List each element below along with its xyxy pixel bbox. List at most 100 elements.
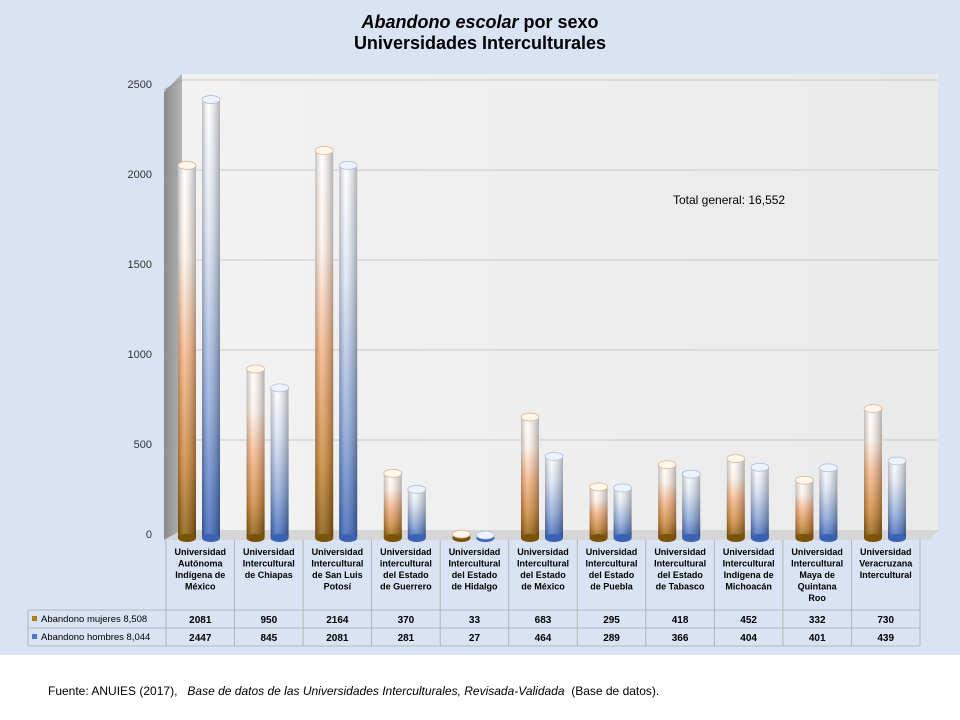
category-label: de México [521, 582, 565, 592]
table-cell: 2081 [326, 633, 349, 644]
category-label: Intercultural [791, 559, 843, 569]
category-label: Universidad [517, 547, 569, 557]
bar-mujeres [383, 468, 403, 542]
bar-base [864, 534, 882, 542]
title-rest: por sexo [518, 12, 599, 32]
bar-hombres [681, 469, 701, 542]
y-tick-label: 1000 [128, 349, 152, 361]
category-label: Intercultural [860, 570, 912, 580]
chart-title: Abandono escolar por sexo Universidades … [0, 12, 960, 54]
bar-top [863, 404, 883, 414]
bar-top [726, 454, 746, 464]
bar-hombres [475, 530, 495, 542]
bar-mujeres [177, 161, 197, 542]
category-label: Maya de [799, 570, 835, 580]
category-label: Universidad [312, 547, 364, 557]
side-wall [164, 74, 182, 540]
category-label: del Estado [589, 570, 635, 580]
table-cell: 439 [877, 633, 894, 644]
table-cell: 27 [469, 633, 481, 644]
bar-mujeres [520, 412, 540, 542]
bar-shade [726, 458, 745, 538]
bar-top [887, 456, 907, 466]
category-label: Indígena de [175, 570, 225, 580]
category-label: de Chiapas [245, 570, 293, 580]
bar-shade [383, 473, 402, 538]
category-label: Roo [808, 593, 826, 603]
table-cell: 2164 [326, 615, 349, 626]
bar-shade [864, 408, 882, 538]
category-label: Intercultural [654, 559, 706, 569]
table-cell: 845 [260, 633, 277, 644]
bar-top [451, 529, 471, 539]
bar-base [682, 534, 701, 542]
bar-hombres [750, 462, 770, 542]
table-cell: 370 [398, 615, 415, 626]
category-label: de Tabasco [656, 582, 705, 592]
table-cell: 401 [809, 633, 826, 644]
bar-mujeres [726, 454, 746, 542]
bar-base [545, 534, 563, 542]
category-label: del Estado [452, 570, 498, 580]
y-tick-label: 500 [134, 439, 152, 451]
category-label: Universidad [380, 547, 432, 557]
source-footer: Fuente: ANUIES (2017), Base de datos de … [48, 684, 659, 698]
bar-mujeres [795, 475, 814, 542]
bar-hombres [887, 456, 907, 542]
category-label: Intercultural [517, 559, 569, 569]
category-label: Universidad [791, 547, 843, 557]
bar-base [795, 534, 814, 542]
bar-shade [246, 369, 265, 538]
bar-hombres [270, 383, 290, 542]
back-wall [182, 74, 938, 530]
bar-base [270, 534, 289, 542]
category-label: Universidad [654, 547, 706, 557]
bar-base [658, 534, 677, 542]
bar-base [383, 534, 402, 542]
category-label: intercultural [380, 559, 432, 569]
bar-base [726, 534, 745, 542]
category-label: Intercultural [723, 559, 775, 569]
category-label: Michoacán [725, 582, 772, 592]
bar-hombres [338, 161, 358, 542]
table-cell: 452 [740, 615, 757, 626]
category-label: del Estado [383, 570, 429, 580]
y-tick-label: 0 [146, 529, 152, 541]
table-cell: 332 [809, 615, 826, 626]
bar-hombres [544, 452, 564, 542]
table-cell: 683 [535, 615, 552, 626]
category-label: Universidad [175, 547, 227, 557]
footer-prefix: Fuente: ANUIES (2017), [48, 684, 178, 698]
legend-swatch [32, 616, 37, 621]
bar-hombres [407, 485, 427, 542]
bar-shade [202, 99, 220, 538]
bar-top [246, 364, 266, 374]
bar-hombres [613, 483, 632, 542]
bar-base [589, 534, 608, 542]
category-label: Intercultural [586, 559, 638, 569]
bar-top [657, 460, 677, 470]
legend-label: Abandono hombres 8,044 [41, 632, 150, 643]
plot-area: 0 500 1000 1500 2000 2500 [128, 74, 938, 542]
bar-mujeres [657, 460, 677, 542]
category-label: Autónoma [178, 559, 223, 569]
bar-top [338, 161, 358, 170]
table-cell: 366 [672, 633, 689, 644]
bar-top [177, 161, 197, 170]
bar-base [202, 534, 220, 542]
category-label: Universidad [860, 547, 912, 557]
title-line2: Universidades Interculturales [353, 33, 607, 53]
bar-top [589, 482, 608, 492]
bar-base [888, 534, 906, 542]
category-label: Intercultural [243, 559, 295, 569]
bar-shade [521, 417, 539, 538]
category-label: Universidad [723, 547, 775, 557]
bar-shade [315, 150, 334, 539]
bar-shade [270, 387, 289, 538]
bar-top [750, 462, 770, 472]
bar-base [819, 534, 838, 542]
category-label: de Puebla [590, 582, 634, 592]
y-tick-label: 2500 [128, 79, 152, 91]
bar-hombres [201, 95, 221, 542]
bar-shade [613, 487, 632, 538]
